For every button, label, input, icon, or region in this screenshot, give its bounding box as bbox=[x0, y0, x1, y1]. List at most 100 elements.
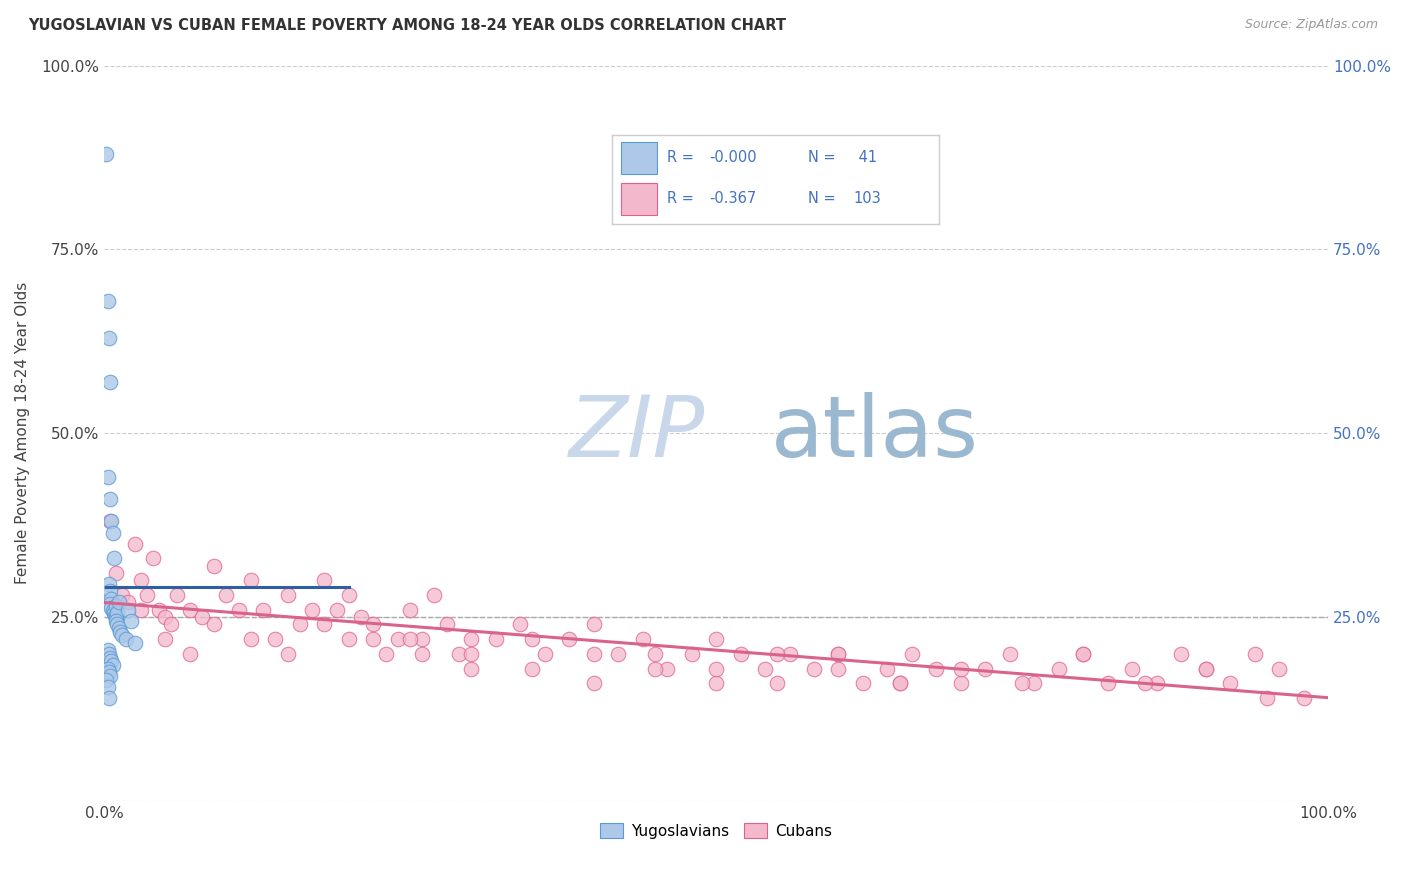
Point bbox=[314, 574, 336, 588]
Point bbox=[655, 661, 678, 675]
Point bbox=[129, 603, 152, 617]
Point bbox=[1146, 676, 1168, 690]
Text: -0.000: -0.000 bbox=[710, 150, 758, 165]
Point bbox=[460, 661, 482, 675]
Point bbox=[631, 632, 654, 647]
Text: R =: R = bbox=[668, 150, 699, 165]
Point bbox=[117, 595, 139, 609]
Point bbox=[460, 632, 482, 647]
Point bbox=[387, 632, 409, 647]
Point bbox=[100, 591, 122, 606]
Point bbox=[1268, 661, 1291, 675]
Point bbox=[447, 647, 470, 661]
Point bbox=[105, 566, 128, 580]
Point bbox=[160, 617, 183, 632]
Point bbox=[202, 558, 225, 573]
Point bbox=[901, 647, 924, 661]
Point bbox=[98, 669, 121, 683]
Point bbox=[803, 661, 825, 675]
Point bbox=[1219, 676, 1241, 690]
Point bbox=[288, 617, 311, 632]
Text: atlas: atlas bbox=[770, 392, 979, 475]
Text: -0.367: -0.367 bbox=[710, 191, 756, 206]
Point bbox=[98, 584, 121, 599]
Point bbox=[779, 647, 801, 661]
Point bbox=[766, 676, 789, 690]
Point bbox=[97, 643, 120, 657]
Point bbox=[239, 574, 262, 588]
Point bbox=[191, 610, 214, 624]
Point bbox=[97, 647, 120, 661]
Point bbox=[337, 632, 360, 647]
Point bbox=[101, 604, 124, 618]
Point bbox=[97, 293, 120, 308]
Point bbox=[361, 617, 384, 632]
Point bbox=[314, 617, 336, 632]
Point bbox=[135, 588, 157, 602]
Point bbox=[129, 574, 152, 588]
Point bbox=[97, 661, 120, 675]
Point bbox=[105, 610, 128, 624]
Point bbox=[97, 470, 120, 484]
Point bbox=[1170, 647, 1192, 661]
Point bbox=[98, 492, 121, 507]
Point bbox=[153, 610, 176, 624]
Point bbox=[411, 632, 433, 647]
Point bbox=[277, 588, 299, 602]
Text: R =: R = bbox=[668, 191, 703, 206]
Point bbox=[264, 632, 287, 647]
Point bbox=[889, 676, 911, 690]
Point bbox=[97, 690, 120, 705]
Point bbox=[460, 647, 482, 661]
Point bbox=[374, 647, 396, 661]
Point bbox=[98, 375, 121, 389]
Point bbox=[117, 603, 139, 617]
Point bbox=[1292, 690, 1315, 705]
Point bbox=[101, 525, 124, 540]
Point bbox=[644, 661, 666, 675]
Point bbox=[107, 607, 129, 621]
Point bbox=[361, 632, 384, 647]
Text: N =: N = bbox=[808, 191, 839, 206]
Point bbox=[97, 680, 120, 694]
Point bbox=[142, 551, 165, 566]
Point bbox=[754, 661, 776, 675]
Point bbox=[974, 661, 997, 675]
Point bbox=[582, 676, 605, 690]
Point bbox=[485, 632, 508, 647]
Point bbox=[1133, 676, 1156, 690]
Point bbox=[509, 617, 531, 632]
Point bbox=[1097, 676, 1119, 690]
Point bbox=[399, 603, 422, 617]
Point bbox=[100, 515, 122, 529]
Point bbox=[107, 617, 129, 632]
Point bbox=[107, 621, 129, 635]
Point bbox=[179, 603, 201, 617]
Point bbox=[766, 647, 789, 661]
Text: ZIP: ZIP bbox=[569, 392, 706, 475]
Point bbox=[239, 632, 262, 647]
Point bbox=[681, 647, 703, 661]
Point bbox=[97, 665, 120, 680]
Point bbox=[522, 661, 544, 675]
Point bbox=[96, 673, 118, 687]
Text: 41: 41 bbox=[853, 150, 876, 165]
Point bbox=[558, 632, 581, 647]
Point bbox=[98, 515, 121, 529]
Point bbox=[949, 676, 972, 690]
Point bbox=[111, 628, 134, 642]
Point bbox=[1024, 676, 1046, 690]
Point bbox=[228, 603, 250, 617]
Point bbox=[98, 650, 121, 665]
Point bbox=[704, 661, 727, 675]
Point bbox=[925, 661, 948, 675]
Point bbox=[124, 536, 146, 550]
Point bbox=[827, 647, 849, 661]
Point bbox=[704, 632, 727, 647]
Point bbox=[1071, 647, 1094, 661]
Point bbox=[215, 588, 238, 602]
Point bbox=[1256, 690, 1278, 705]
Point bbox=[582, 617, 605, 632]
Text: N =: N = bbox=[808, 150, 839, 165]
Point bbox=[1121, 661, 1143, 675]
